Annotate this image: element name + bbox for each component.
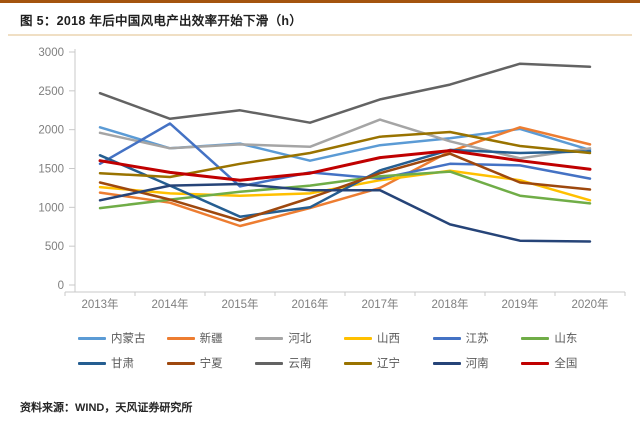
accent-top-bar [0, 0, 640, 3]
y-tick-label: 1000 [38, 202, 64, 214]
source-note: 资料来源：WIND，天风证券研究所 [20, 402, 193, 414]
legend-item-2: 河北 [255, 330, 340, 346]
series-line-10 [98, 182, 592, 243]
legend-item-7: 宁夏 [166, 355, 252, 371]
legend-swatch-icon [343, 361, 372, 365]
x-tick-label: 2018年 [431, 297, 468, 311]
y-tick-label: 500 [45, 241, 64, 253]
x-tick-label: 2015年 [221, 297, 258, 311]
legend-swatch-icon [78, 361, 106, 365]
legend-label: 江苏 [465, 333, 489, 345]
legend-label: 山西 [376, 333, 400, 345]
legend-label: 山东 [554, 333, 578, 345]
legend-item-6: 甘肃 [78, 355, 163, 371]
legend-item-11: 全国 [521, 355, 606, 371]
series-line-1 [98, 126, 592, 228]
legend-item-0: 内蒙古 [78, 330, 163, 346]
legend-label: 辽宁 [376, 358, 400, 370]
series-line-8 [98, 62, 592, 124]
legend-item-5: 山东 [521, 330, 606, 346]
legend-label: 甘肃 [111, 358, 134, 370]
x-tick-label: 2014年 [151, 297, 188, 311]
legend-label: 新疆 [199, 333, 223, 345]
legend-swatch-icon [343, 336, 372, 340]
x-tick-label: 2013年 [81, 297, 118, 311]
legend-item-10: 河南 [432, 355, 518, 371]
legend-swatch-icon [521, 336, 550, 340]
series-line-11 [98, 149, 592, 182]
legend-item-1: 新疆 [166, 330, 252, 346]
legend-label: 河南 [465, 358, 489, 370]
line-chart: 0 500 1000 1500 2000 2500 3000 2013年 2014年 2015年 2… [38, 47, 626, 311]
legend-swatch-icon [432, 361, 461, 365]
title-divider [8, 34, 632, 36]
y-tick-label: 1500 [38, 164, 64, 176]
legend-label: 河北 [288, 333, 312, 345]
legend-item-8: 云南 [255, 355, 340, 371]
series-line-5 [98, 170, 592, 210]
legend-swatch-icon [432, 336, 461, 340]
legend-label: 内蒙古 [111, 333, 146, 345]
legend-swatch-icon [166, 361, 195, 365]
legend-item-3: 山西 [343, 330, 429, 346]
x-tick-label: 2019年 [501, 297, 538, 311]
series-line-4 [98, 122, 592, 188]
legend-swatch-icon [166, 336, 195, 340]
legend-swatch-icon [255, 361, 284, 365]
y-tick-label: 2000 [38, 125, 64, 137]
legend-swatch-icon [255, 336, 284, 340]
x-tick-label: 2020年 [571, 297, 608, 311]
series-line-2 [98, 118, 592, 160]
figure-title: 图 5：2018 年后中国风电产出效率开始下滑（h） [20, 14, 303, 28]
legend-label: 云南 [288, 358, 312, 370]
x-tick-label: 2016年 [291, 297, 328, 311]
series-line-9 [98, 130, 592, 179]
chart-legend: 内蒙古 新疆 河北 山西 江苏 山东甘肃 宁夏 云南 辽宁 河南 全国 [78, 330, 606, 371]
legend-item-9: 辽宁 [343, 355, 429, 371]
y-tick-label: 3000 [38, 47, 64, 59]
series-line-7 [98, 152, 592, 222]
legend-label: 全国 [554, 358, 578, 370]
legend-label: 宁夏 [199, 358, 223, 370]
y-tick-label: 2500 [38, 86, 64, 98]
series-line-6 [98, 148, 592, 218]
legend-swatch-icon [78, 336, 106, 340]
legend-swatch-icon [521, 361, 550, 365]
legend-item-4: 江苏 [432, 330, 518, 346]
x-tick-label: 2017年 [361, 297, 398, 311]
y-tick-label: 0 [58, 280, 64, 292]
